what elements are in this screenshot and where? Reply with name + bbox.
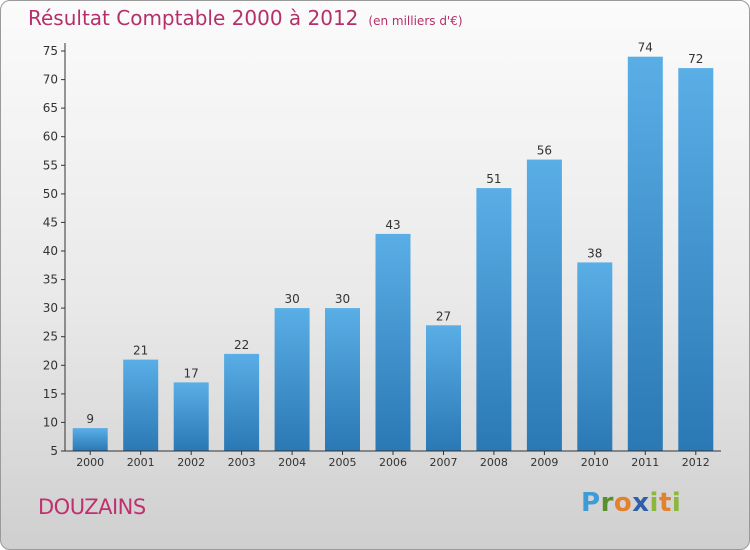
bar-value-label: 22 — [234, 338, 249, 352]
chart-subtitle: (en milliers d'€) — [368, 14, 463, 28]
bar — [123, 359, 159, 451]
bar-value-label: 30 — [335, 292, 350, 306]
x-tick-label: 2004 — [278, 456, 306, 469]
x-tick-label: 2000 — [76, 456, 104, 469]
bar-value-label: 17 — [184, 366, 199, 380]
x-tick-label: 2005 — [329, 456, 357, 469]
bars-group: 9 21 17 22 30 30 43 27 51 56 38 74 72 — [72, 41, 714, 451]
axes-group: 2000 2001 2002 2003 2004 2005 2006 2007 2008 2009… — [43, 43, 721, 469]
x-tick-label: 2009 — [530, 456, 558, 469]
bar-value-label: 43 — [385, 218, 400, 232]
x-tick-label: 2011 — [631, 456, 659, 469]
town-name: DOUZAINS — [38, 495, 146, 519]
x-tick-label: 2010 — [581, 456, 609, 469]
bar — [274, 308, 310, 451]
bar — [72, 428, 108, 451]
bar-value-label: 27 — [436, 309, 451, 323]
bar-value-label: 30 — [284, 292, 299, 306]
y-tick-label: 25 — [43, 330, 58, 344]
bar-value-label: 9 — [86, 412, 94, 426]
bar-value-label: 74 — [638, 41, 653, 55]
bar — [526, 159, 562, 451]
x-tick-label: 2002 — [177, 456, 205, 469]
x-tick-label: 2003 — [228, 456, 256, 469]
y-tick-label: 45 — [43, 215, 58, 229]
y-tick-label: 30 — [43, 301, 58, 315]
y-tick-label: 10 — [43, 415, 58, 429]
bar-value-label: 21 — [133, 344, 148, 358]
bar-value-label: 38 — [587, 246, 602, 260]
x-tick-label: 2008 — [480, 456, 508, 469]
x-tick-label: 2001 — [127, 456, 155, 469]
y-tick-label: 35 — [43, 273, 58, 287]
bar — [577, 262, 613, 451]
x-tick-label: 2007 — [430, 456, 458, 469]
bar — [325, 308, 360, 451]
y-tick-label: 75 — [43, 44, 58, 58]
y-tick-label: 15 — [43, 387, 58, 401]
y-tick-label: 50 — [43, 187, 58, 201]
chart-title: Résultat Comptable 2000 à 2012 (en millie… — [28, 6, 463, 30]
x-tick-label: 2006 — [379, 456, 407, 469]
y-tick-label: 60 — [43, 130, 58, 144]
y-tick-label: 20 — [43, 358, 58, 372]
x-tick-label: 2012 — [682, 456, 710, 469]
y-tick-label: 40 — [43, 244, 58, 258]
y-tick-label: 55 — [43, 158, 58, 172]
bar-value-label: 56 — [537, 144, 552, 158]
bar-value-label: 72 — [688, 52, 703, 66]
y-tick-label: 65 — [43, 101, 58, 115]
bar — [678, 68, 714, 451]
proxiti-logo[interactable]: Proxiti — [581, 488, 682, 518]
y-tick-label: 5 — [50, 444, 58, 458]
bar — [224, 353, 260, 451]
bar-value-label: 51 — [486, 172, 501, 186]
bar — [375, 233, 411, 451]
bar — [627, 56, 663, 451]
bar — [476, 188, 512, 451]
bar — [426, 325, 461, 451]
y-tick-label: 70 — [43, 73, 58, 87]
chart-title-main: Résultat Comptable 2000 à 2012 — [28, 6, 359, 30]
bar — [173, 382, 209, 451]
